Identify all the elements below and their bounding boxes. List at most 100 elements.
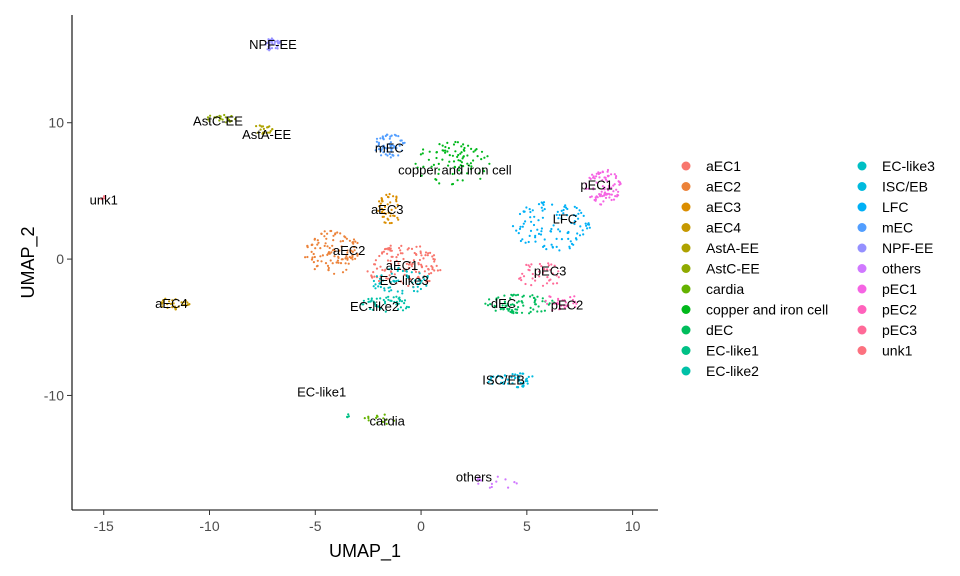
cell-point [543,244,546,247]
cell-point [321,254,324,257]
cell-point [458,166,461,169]
cell-point [374,304,377,308]
cell-point [517,376,520,379]
cell-point [377,148,381,151]
cell-point [326,232,329,235]
cell-point [462,165,465,168]
cell-point [186,301,189,304]
legend-key [857,161,867,171]
cell-point [604,196,608,199]
cell-point [525,263,528,266]
cell-point [373,275,376,278]
cell-point [613,173,616,176]
cell-point [277,42,280,45]
cell-point [403,141,406,144]
cluster-label: pEC3 [534,263,567,278]
cell-point [433,269,436,272]
cell-point [526,380,529,383]
cell-point [397,266,400,269]
legend-key [857,325,867,335]
cell-point [433,258,436,261]
cell-point [540,206,543,209]
legend-label: cardia [706,281,744,297]
cell-point [524,282,527,286]
cell-point [607,187,610,190]
cell-point [392,279,395,282]
cell-point [515,229,518,232]
cell-point [524,380,527,383]
cell-point [501,376,504,380]
cell-point [431,255,434,258]
cell-point [397,262,400,265]
cell-point [354,257,357,260]
cell-point [520,279,523,282]
cell-point [316,243,319,246]
cell-point [437,172,440,175]
cell-point [598,193,601,196]
cell-point [543,238,546,241]
cell-point [479,177,482,180]
cell-point [344,257,347,260]
cell-point [569,296,572,299]
cell-point [374,149,377,152]
cell-point [367,297,370,301]
cell-point [541,284,545,287]
cell-point [377,285,380,288]
cell-point [606,180,609,183]
cell-point [552,282,555,285]
cell-point [490,485,493,489]
cell-point [451,154,454,157]
cell-point [315,265,318,268]
cell-point [438,168,441,171]
cell-point [256,131,259,134]
cell-point [401,252,404,255]
cluster-label: EC-like2 [350,299,399,314]
cell-point [326,253,329,256]
legend-key [857,202,867,212]
cell-point [557,217,560,220]
legend-key [857,284,867,294]
cell-point [522,210,525,213]
cell-point [268,43,271,46]
cell-point [529,310,532,313]
cell-point [325,237,328,240]
cell-point [323,230,326,233]
cell-point [402,257,405,261]
cell-point [608,196,611,199]
cell-point [558,308,561,311]
cell-point [531,294,534,297]
cell-point [397,135,400,138]
cell-point [490,482,493,485]
cell-point [494,309,497,312]
cell-point [551,245,554,248]
legend-label: pEC2 [882,302,917,318]
cell-point [540,310,543,313]
cell-point [518,227,522,230]
cell-point [379,281,382,284]
cell-point [541,271,545,274]
cell-point [274,47,277,50]
cluster-label: AstA-EE [242,127,291,142]
cell-point [503,374,506,377]
cell-point [385,422,388,425]
cell-point [593,177,596,180]
cell-point [472,150,475,153]
cell-point [381,210,384,213]
cell-point [437,162,440,165]
cell-point [476,478,479,481]
cell-point [174,298,177,301]
cell-point [527,375,530,378]
cell-point [276,47,279,50]
cell-point [425,265,428,268]
cell-point [102,197,105,200]
cell-point [415,245,418,248]
cell-point [337,256,340,259]
cell-point [610,193,613,196]
cell-point [528,312,531,315]
legend-label: EC-like1 [706,343,759,359]
cell-point [548,279,551,282]
cell-point [410,263,413,266]
cell-point [420,254,423,257]
cell-point [386,150,389,153]
cell-point [495,480,498,483]
